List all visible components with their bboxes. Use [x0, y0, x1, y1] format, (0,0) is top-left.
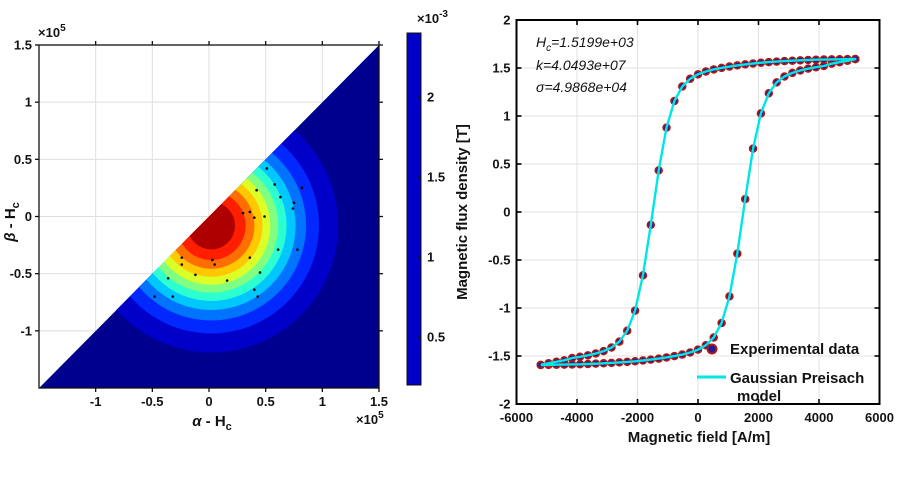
y-tick-label: 2 [503, 13, 510, 28]
y-tick-label: 0.5 [492, 157, 510, 172]
scatter-dot [291, 207, 295, 210]
right-x-axis-label: Magnetic field [A/m] [628, 429, 771, 446]
colorbar-bar [406, 32, 422, 386]
scatter-dot [180, 263, 184, 266]
legend-label-experimental: Experimental data [730, 341, 860, 358]
scatter-dot [171, 295, 175, 298]
x-tick-label: -6000 [500, 410, 533, 425]
hysteresis-curves-layer [536, 54, 860, 370]
y-tick-label: 0.5 [14, 152, 32, 167]
scatter-dot [256, 295, 260, 298]
x-tick-label: 1.5 [370, 394, 388, 409]
annotation-k: k=4.0493e+07 [536, 57, 627, 73]
x-tick-label: 6000 [865, 410, 894, 425]
legend-label-model-line2: model [737, 388, 781, 405]
x-tick-label: 1 [319, 394, 326, 409]
scatter-dot [194, 273, 197, 277]
x-tick-label: -4000 [560, 410, 593, 425]
scatter-dot [211, 258, 214, 262]
scatter-dot [248, 256, 252, 259]
x-tick-label: -2000 [621, 410, 654, 425]
legend [697, 343, 726, 379]
y-tick-label: 1 [25, 95, 32, 110]
scatter-dot [153, 295, 156, 298]
scatter-dot [265, 167, 269, 170]
legend-marker-experimental [706, 343, 718, 355]
colorbar: 0.5 1 1.5 2 [406, 32, 445, 386]
right-y-axis-label: Magnetic flux density [T] [454, 124, 471, 300]
y-tick-label: -1 [20, 323, 32, 338]
scatter-dot [253, 288, 256, 291]
scatter-dot [279, 195, 282, 199]
x-tick-label: -0.5 [141, 394, 163, 409]
scatter-dot [180, 256, 184, 259]
annotation-hc: Hc=1.5199e+03 [536, 34, 634, 54]
contour-band [187, 201, 236, 250]
scatter-dot [213, 263, 216, 266]
x-tick-label: 2000 [744, 410, 773, 425]
left-y-axis-label: β - Hc [2, 202, 22, 243]
x-tick-label: 4000 [805, 410, 834, 425]
scatter-dot [248, 210, 252, 214]
model-line [540, 57, 857, 367]
preisach-plot-axes: -1 -0.5 0 0.5 1 1.5 1.5 1 0.5 0 -0.5 -1 [10, 38, 388, 410]
y-tick-label: 1 [503, 109, 510, 124]
scatter-dot [273, 183, 277, 186]
left-x-axis-multiplier: ×105 [356, 410, 384, 427]
y-tick-label: 0 [25, 209, 32, 224]
x-tick-label: -1 [90, 394, 102, 409]
hysteresis-plot-axes: -6000 -4000 -2000 0 2000 4000 6000 2 1.5 1 0.5 0 -0.… [488, 13, 894, 426]
x-tick-label: 0 [694, 410, 701, 425]
scatter-dot [255, 188, 258, 192]
colorbar-tick-label: 1 [427, 250, 434, 265]
annotation-sigma: σ=4.9868e+04 [536, 79, 627, 95]
y-tick-label: 1.5 [492, 61, 510, 76]
scatter-dot [263, 215, 266, 218]
scatter-dot [276, 248, 280, 251]
scatter-dot [296, 248, 299, 251]
scatter-dot [300, 186, 304, 190]
colorbar-tick-label: 2 [427, 90, 434, 105]
scatter-dot [253, 216, 256, 219]
colorbar-multiplier: ×10-3 [417, 9, 448, 26]
y-tick-label: 0 [503, 205, 510, 220]
y-tick-label: -0.5 [10, 266, 32, 281]
scatter-dot [166, 276, 170, 280]
left-y-axis-multiplier: ×105 [38, 23, 66, 40]
y-tick-label: -0.5 [488, 253, 510, 268]
scatter-dot [292, 201, 296, 205]
scatter-dot [258, 271, 262, 274]
y-tick-label: 1.5 [14, 38, 32, 53]
y-tick-label: -2 [499, 397, 511, 412]
x-tick-label: 0 [205, 394, 212, 409]
left-x-axis-label: α - Hc [192, 413, 232, 433]
y-tick-label: -1.5 [488, 349, 510, 364]
legend-label-model-line1: Gaussian Preisach [730, 370, 864, 387]
y-tick-label: -1 [499, 301, 511, 316]
scatter-dot [241, 211, 245, 215]
colorbar-tick-label: 1.5 [427, 170, 445, 185]
scatter-dot [225, 279, 229, 282]
x-tick-label: 0.5 [257, 394, 275, 409]
colorbar-tick-label: 0.5 [427, 330, 445, 345]
